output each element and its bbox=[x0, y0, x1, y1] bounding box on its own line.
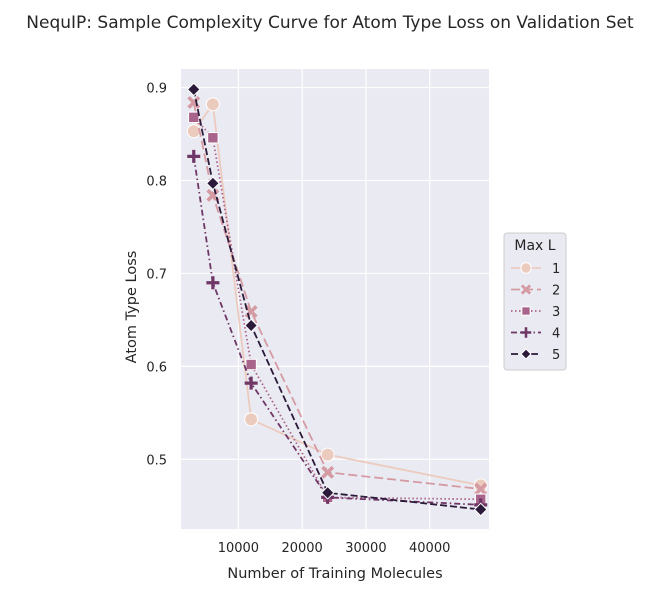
y-axis-label: Atom Type Loss bbox=[124, 251, 140, 364]
series-4 bbox=[187, 149, 488, 512]
data-point bbox=[320, 447, 335, 462]
data-point bbox=[187, 149, 201, 163]
data-point bbox=[206, 276, 220, 290]
legend-marker bbox=[520, 348, 532, 360]
data-point bbox=[245, 358, 257, 371]
legend-marker bbox=[520, 262, 532, 274]
plot-background bbox=[181, 69, 489, 529]
data-point bbox=[186, 82, 201, 97]
grid bbox=[181, 69, 489, 529]
data-point bbox=[473, 502, 488, 517]
x-tick-label: 10000 bbox=[218, 541, 259, 556]
y-tick-label: 0.9 bbox=[146, 82, 167, 97]
legend-item-3: 3 bbox=[511, 305, 560, 320]
x-axis-label: Number of Training Molecules bbox=[227, 566, 442, 582]
y-tick-label: 0.7 bbox=[146, 267, 167, 282]
legend-title: Max L bbox=[514, 238, 555, 254]
legend-item-1: 1 bbox=[511, 262, 560, 277]
x-tick-label: 40000 bbox=[409, 541, 450, 556]
series-line bbox=[192, 102, 481, 490]
legend-label: 3 bbox=[552, 305, 560, 320]
legend-marker bbox=[521, 306, 531, 316]
data-point bbox=[244, 376, 258, 390]
data-point bbox=[321, 465, 335, 479]
series-5 bbox=[186, 82, 488, 517]
y-axis-ticks: 0.5 0.6 0.7 0.8 0.9 bbox=[146, 82, 167, 469]
data-point bbox=[244, 412, 259, 427]
plot-area bbox=[181, 69, 489, 529]
data-point bbox=[207, 132, 219, 144]
data-point bbox=[473, 478, 488, 493]
legend-label: 4 bbox=[552, 327, 560, 342]
legend-label: 5 bbox=[552, 348, 560, 363]
legend-items: 1 2 3 4 5 bbox=[511, 262, 560, 363]
y-tick-label: 0.8 bbox=[146, 175, 167, 190]
data-point bbox=[320, 485, 335, 500]
x-axis-ticks: 10000 20000 30000 40000 bbox=[218, 541, 451, 556]
series-1 bbox=[186, 97, 488, 493]
data-point bbox=[186, 124, 201, 139]
y-tick-label: 0.5 bbox=[146, 453, 167, 468]
chart-title: NequIP: Sample Complexity Curve for Atom… bbox=[26, 13, 634, 33]
data-point bbox=[205, 97, 220, 112]
legend-marker bbox=[520, 327, 532, 338]
data-point bbox=[474, 482, 488, 496]
legend-label: 2 bbox=[552, 284, 560, 299]
legend-item-2: 2 bbox=[511, 284, 560, 299]
x-tick-label: 30000 bbox=[345, 541, 386, 556]
y-tick-label: 0.6 bbox=[146, 360, 167, 375]
data-point bbox=[205, 176, 220, 191]
legend: Max L 1 2 3 4 5 bbox=[503, 232, 567, 371]
legend-item-5: 5 bbox=[511, 348, 560, 363]
legend-marker bbox=[520, 284, 532, 295]
data-point bbox=[188, 111, 200, 124]
x-tick-label: 20000 bbox=[281, 541, 322, 556]
legend-label: 1 bbox=[552, 262, 560, 277]
series-layer bbox=[186, 82, 488, 517]
legend-item-4: 4 bbox=[511, 327, 560, 342]
data-point bbox=[244, 318, 259, 333]
